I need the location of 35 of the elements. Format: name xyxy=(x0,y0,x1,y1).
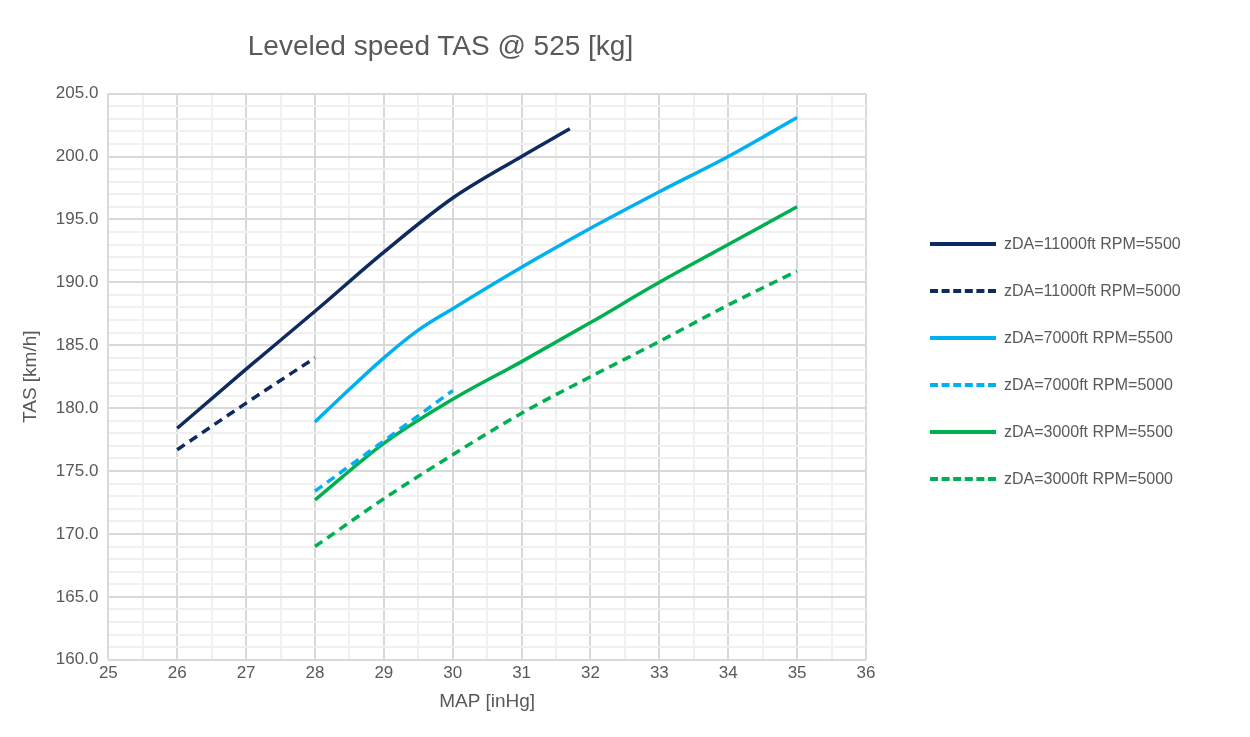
x-tick-label: 26 xyxy=(167,662,187,682)
y-tick-label: 170.0 xyxy=(55,523,99,543)
y-tick-label: 185.0 xyxy=(55,334,99,354)
y-tick-label: 180.0 xyxy=(55,397,99,417)
legend-label: zDA=11000ft RPM=5500 xyxy=(1004,234,1181,253)
x-tick-label: 35 xyxy=(787,662,807,682)
x-tick-label: 30 xyxy=(443,662,463,682)
x-tick-label: 34 xyxy=(718,662,738,682)
legend-label: zDA=11000ft RPM=5000 xyxy=(1004,281,1181,300)
legend-label: zDA=3000ft RPM=5000 xyxy=(1004,469,1173,488)
line-series xyxy=(313,269,799,549)
line-series xyxy=(313,115,799,424)
x-tick-label: 25 xyxy=(98,662,118,682)
x-tick-label: 36 xyxy=(856,662,876,682)
x-tick-label: 29 xyxy=(374,662,394,682)
line-series xyxy=(313,205,799,502)
chart-title: Leveled speed TAS @ 525 [kg] xyxy=(247,29,634,61)
y-tick-label: 205.0 xyxy=(55,83,99,103)
y-tick-label: 160.0 xyxy=(55,649,99,669)
x-tick-label: 31 xyxy=(512,662,532,682)
legend-label: zDA=7000ft RPM=5000 xyxy=(1004,375,1173,394)
x-tick-label: 32 xyxy=(581,662,600,682)
y-tick-label: 190.0 xyxy=(55,272,99,292)
y-tick-label: 165.0 xyxy=(55,586,99,606)
legend-label: zDA=7000ft RPM=5500 xyxy=(1004,328,1173,347)
legend-label: zDA=3000ft RPM=5500 xyxy=(1004,422,1173,441)
y-tick-label: 195.0 xyxy=(55,209,99,229)
x-tick-label: 33 xyxy=(649,662,669,682)
y-axis-title: TAS [km/h] xyxy=(18,330,40,423)
x-tick-label: 28 xyxy=(305,662,325,682)
line-series xyxy=(175,127,572,431)
x-axis-title: MAP [inHg] xyxy=(439,689,536,711)
x-tick-label: 27 xyxy=(236,662,256,682)
y-tick-label: 175.0 xyxy=(55,460,99,480)
y-tick-label: 200.0 xyxy=(55,146,99,166)
